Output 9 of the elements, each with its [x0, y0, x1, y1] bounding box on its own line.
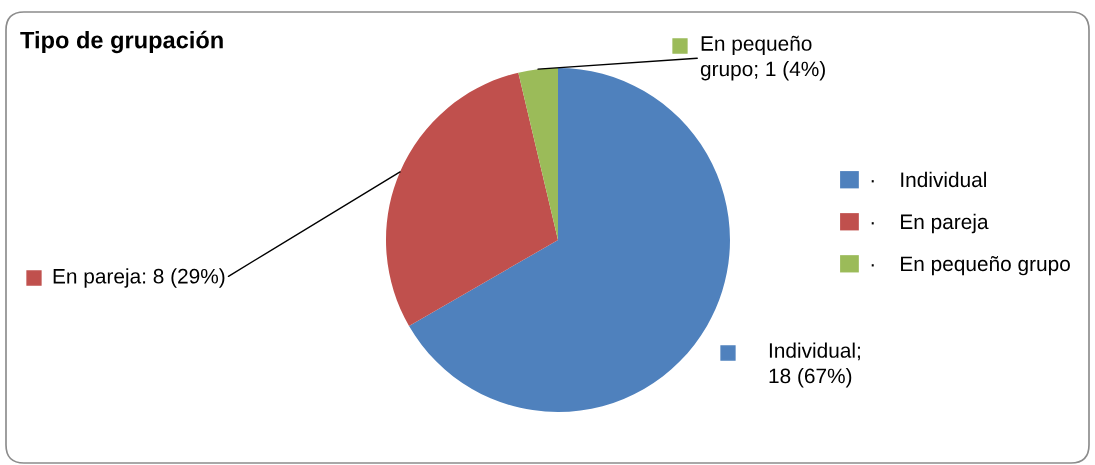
- legend-label: · En pareja: [871, 213, 989, 234]
- legend-label: · Individual: [871, 171, 986, 188]
- data-label: Individual; 18 (67%): [769, 342, 860, 388]
- data-label: En pareja: 8 (29%): [53, 268, 225, 288]
- chart-title: Tipo de grupación: [20, 30, 223, 54]
- data-label: En pequeño grupo; 1 (4%): [700, 35, 825, 81]
- pie-slice: [518, 68, 558, 240]
- legend-label: · En pequeño grupo: [871, 256, 1070, 276]
- pie-slice: [386, 72, 558, 326]
